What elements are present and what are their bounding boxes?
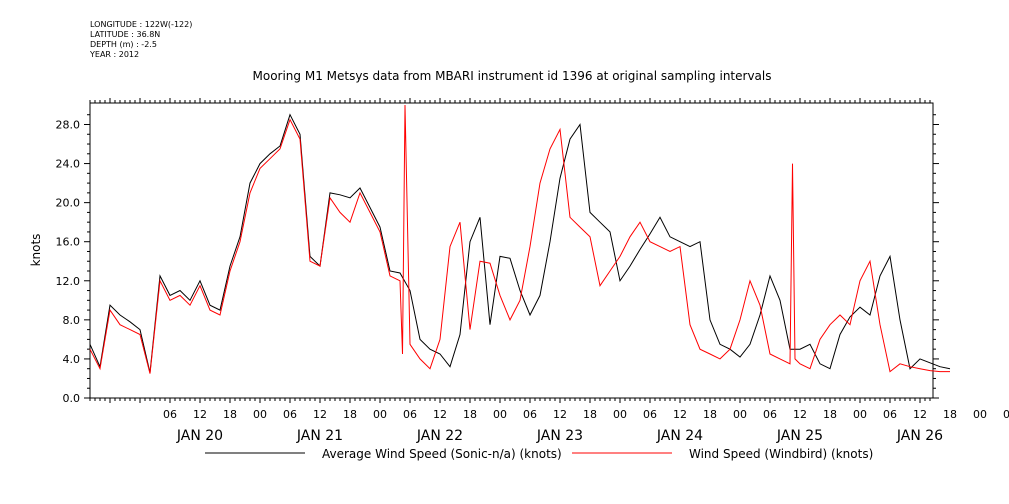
x-hour-label: 12 — [913, 408, 927, 421]
x-hour-label: 18 — [463, 408, 477, 421]
y-tick-label: 24.0 — [56, 158, 81, 171]
y-tick-label: 12.0 — [56, 275, 81, 288]
y-tick-label: 8.0 — [63, 314, 81, 327]
legend-label-average: Average Wind Speed (Sonic-n/a) (knots) — [322, 447, 562, 461]
x-hour-label: 12 — [553, 408, 567, 421]
year-label: YEAR : 2012 — [90, 50, 140, 59]
depth-label: DEPTH (m) : -2.5 — [90, 40, 157, 49]
x-hour-label: 06 — [763, 408, 777, 421]
x-day-label: JAN 20 — [176, 428, 223, 444]
x-hour-label: 06 — [283, 408, 297, 421]
series-lines — [89, 104, 951, 374]
x-hour-label: 12 — [193, 408, 207, 421]
x-day-label: JAN 21 — [296, 428, 343, 444]
x-hour-label: 00 — [853, 408, 867, 421]
x-day-label: JAN 25 — [776, 428, 823, 444]
y-tick-label: 4.0 — [63, 353, 81, 366]
x-hour-label: 06 — [883, 408, 897, 421]
x-hour-label: 06 — [163, 408, 177, 421]
x-hour-labels: 06 12 18 00 06 12 18 00 06 12 18 00 06 12 18 00 06 12 18 00… — [163, 408, 1009, 421]
x-hour-label: 00 — [733, 408, 747, 421]
axis-ticks — [84, 98, 939, 403]
x-hour-label: 18 — [823, 408, 837, 421]
y-axis-label: knots — [29, 234, 43, 267]
y-tick-labels: 0.0 4.0 8.0 12.0 16.0 20.0 24.0 28.0 — [56, 118, 81, 405]
x-hour-label: 12 — [793, 408, 807, 421]
x-hour-label: 12 — [313, 408, 327, 421]
latitude-label: LATITUDE : 36.8N — [90, 30, 161, 39]
x-hour-label: 06 — [643, 408, 657, 421]
x-hour-label: 12 — [673, 408, 687, 421]
x-hour-label: 00 — [613, 408, 627, 421]
series-line-average-wind-speed — [89, 113, 951, 373]
metadata-block: LONGITUDE : 122W(-122) LATITUDE : 36.8N … — [90, 20, 192, 60]
x-hour-label: 00 — [493, 408, 507, 421]
y-tick-label: 28.0 — [56, 118, 81, 131]
x-day-label: JAN 24 — [656, 428, 703, 444]
x-day-label: JAN 22 — [416, 428, 463, 444]
x-hour-label: 06 — [523, 408, 537, 421]
x-hour-label: 18 — [943, 408, 957, 421]
legend: Average Wind Speed (Sonic-n/a) (knots) W… — [205, 447, 873, 461]
legend-label-windbird: Wind Speed (Windbird) (knots) — [689, 447, 873, 461]
x-hour-label: 00 — [973, 408, 987, 421]
x-hour-label: 18 — [583, 408, 597, 421]
x-hour-label: 12 — [433, 408, 447, 421]
x-hour-label: 06 — [403, 408, 417, 421]
x-day-labels: JAN 20 JAN 21 JAN 22 JAN 23 JAN 24 JAN 25 JAN … — [176, 428, 943, 444]
x-day-label: JAN 23 — [536, 428, 583, 444]
x-day-label: JAN 26 — [896, 428, 943, 444]
x-hour-label: 18 — [343, 408, 357, 421]
plot-frame — [89, 102, 934, 399]
y-tick-label: 20.0 — [56, 197, 81, 210]
x-hour-label: 06 — [1003, 408, 1009, 421]
chart-title: Mooring M1 Metsys data from MBARI instru… — [253, 69, 772, 83]
x-hour-label: 18 — [223, 408, 237, 421]
y-tick-label: 16.0 — [56, 236, 81, 249]
y-tick-label: 0.0 — [63, 392, 81, 405]
x-hour-label: 18 — [703, 408, 717, 421]
series-line-windbird-wind-speed — [89, 104, 950, 374]
x-hour-label: 00 — [253, 408, 267, 421]
x-hour-label: 00 — [373, 408, 387, 421]
longitude-label: LONGITUDE : 122W(-122) — [90, 20, 193, 29]
